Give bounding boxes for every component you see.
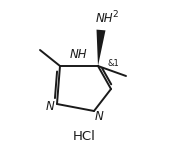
Text: N: N xyxy=(46,100,54,112)
Text: 2: 2 xyxy=(112,10,118,19)
Text: NH: NH xyxy=(96,13,114,26)
Text: HCl: HCl xyxy=(72,130,95,143)
Polygon shape xyxy=(96,30,105,66)
Text: NH: NH xyxy=(69,48,87,61)
Text: &1: &1 xyxy=(107,59,119,69)
Text: N: N xyxy=(95,111,103,124)
